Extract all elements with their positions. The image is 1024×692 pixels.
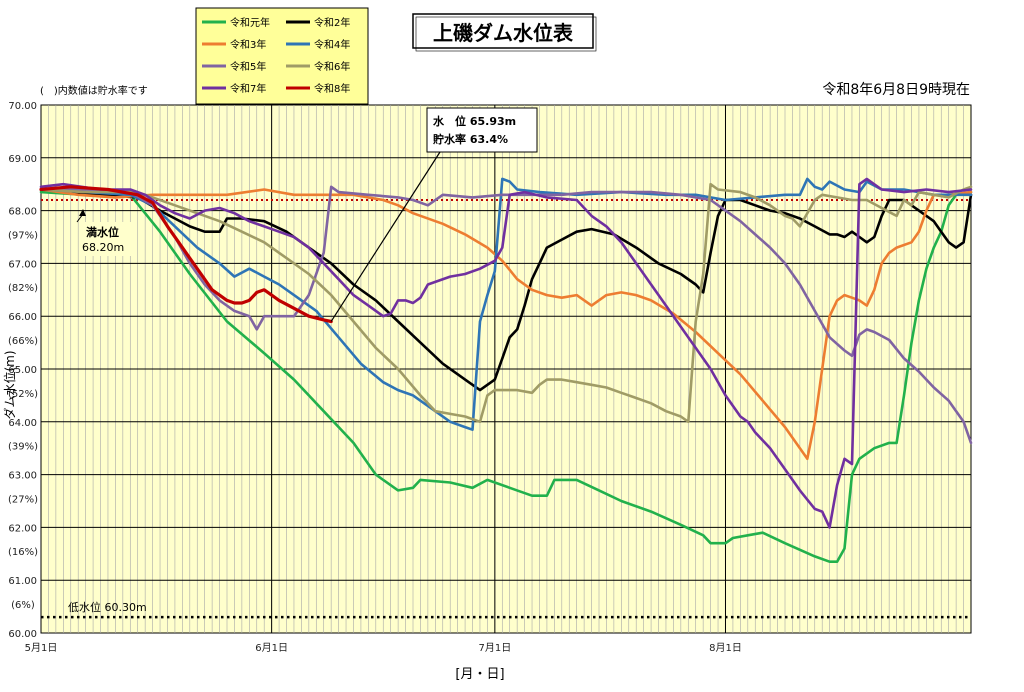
series-line-5 [39, 185, 973, 445]
y-tick-label: 68.00 [8, 207, 37, 218]
x-tick-label: 5月1日 [25, 642, 58, 654]
storage-rate-label: (97%) [8, 230, 38, 241]
full-level-annotation: 満水位 68.20m [76, 209, 132, 256]
y-tick-label: 60.00 [8, 629, 37, 640]
y-tick-label: 69.00 [8, 154, 37, 165]
storage-rate-label: (66%) [8, 336, 38, 347]
series-line-6 [39, 182, 973, 424]
full-level-label: 満水位 [86, 225, 119, 239]
current-callout: 水 位 65.93m 貯水率 63.4% [330, 107, 538, 322]
legend-label: 令和2年 [314, 16, 350, 29]
x-axis-label: [月・日] [455, 667, 504, 682]
storage-rate-label: (82%) [8, 283, 38, 294]
x-tick-label: 7月1日 [478, 642, 511, 654]
storage-rate-label: (6%) [11, 600, 35, 611]
legend-label: 令和4年 [314, 38, 350, 51]
storage-rate-label: (16%) [8, 547, 38, 558]
series-line-8 [39, 185, 333, 324]
title-box: 上磯ダム水位表 [412, 13, 597, 52]
series-line-7 [39, 177, 973, 529]
y-tick-label: 66.00 [8, 312, 37, 323]
legend-label: 令和元年 [230, 16, 270, 29]
callout-rate: 貯水率 63.4% [433, 132, 508, 146]
callout-level: 水 位 65.93m [433, 114, 516, 128]
chart-title: 上磯ダム水位表 [433, 21, 574, 45]
y-tick-label: 67.00 [8, 259, 37, 270]
legend-label: 令和3年 [230, 38, 266, 51]
percent-note: ( )内数値は貯水率です [40, 84, 148, 97]
series-line-1 [39, 190, 973, 564]
legend-label: 令和8年 [314, 82, 350, 95]
y-tick-label: 65.00 [8, 365, 37, 376]
as-of-date: 令和8年6月8日9時現在 [822, 82, 970, 98]
y-tick-label: 64.00 [8, 418, 37, 429]
legend-label: 令和6年 [314, 60, 350, 73]
x-tick-label: 8月1日 [709, 642, 742, 654]
y-tick-label: 62.00 [8, 523, 37, 534]
low-level-label: 低水位 60.30m [68, 600, 147, 614]
legend-label: 令和5年 [230, 60, 266, 73]
series-line-3 [39, 188, 973, 461]
series-line-2 [39, 188, 973, 392]
y-tick-label: 70.00 [8, 101, 37, 112]
storage-rate-label: (52%) [8, 389, 38, 400]
full-level-value: 68.20m [82, 241, 124, 254]
series-line-4 [39, 177, 973, 432]
storage-rate-label: (39%) [8, 442, 38, 453]
legend-label: 令和7年 [230, 82, 266, 95]
y-axis-label: ダム水位(m) [2, 350, 17, 419]
y-tick-label: 63.00 [8, 471, 37, 482]
y-tick-label: 61.00 [8, 576, 37, 587]
x-tick-label: 6月1日 [255, 642, 288, 654]
storage-rate-label: (27%) [8, 494, 38, 505]
